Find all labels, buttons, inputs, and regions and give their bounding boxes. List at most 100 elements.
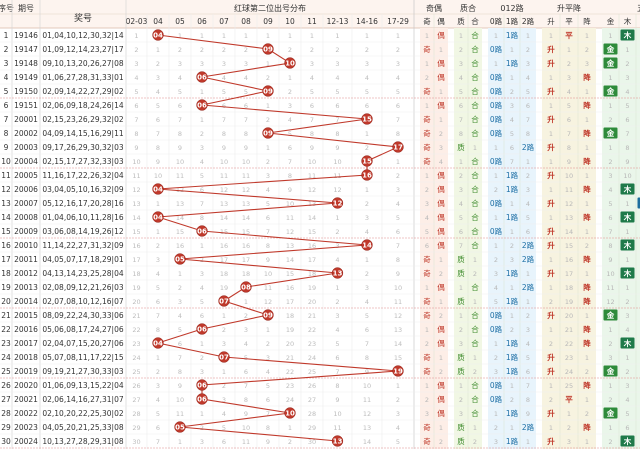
- number-ball-label: 06: [197, 326, 207, 334]
- omission-value: 1: [200, 242, 204, 250]
- omission-value: 3: [439, 144, 443, 152]
- omission-value: 17: [286, 298, 294, 306]
- omission-value: 9: [526, 410, 530, 418]
- number-ball: [262, 127, 274, 139]
- omission-value: 18: [242, 270, 250, 278]
- omission-value: 2: [134, 46, 138, 54]
- group-hit-label: 合: [471, 184, 479, 194]
- omission-value: 3: [494, 438, 498, 446]
- omission-value: 4: [567, 88, 571, 96]
- omission-value: 12: [220, 186, 228, 194]
- number-ball: [152, 337, 164, 349]
- omission-value: 7: [567, 130, 571, 138]
- omission-value: 3: [244, 60, 248, 68]
- omission-value: 2: [425, 396, 429, 404]
- omission-value: 14: [220, 214, 228, 222]
- row-issue: 20014: [14, 297, 38, 306]
- omission-value: 10: [132, 158, 140, 166]
- omission-value: 5: [244, 88, 248, 96]
- omission-value: 5: [459, 214, 463, 222]
- element-badge: [603, 85, 618, 97]
- number-ball: [240, 281, 252, 293]
- omission-value: 9: [266, 438, 270, 446]
- range-header-7: 10: [285, 17, 295, 26]
- omission-value: 8: [200, 214, 204, 222]
- group-hit-label: 偶: [437, 72, 445, 82]
- group-hit-label: 0路: [490, 156, 503, 166]
- omission-value: 22: [286, 368, 294, 376]
- omission-value: 14: [176, 214, 184, 222]
- omission-value: 7: [510, 158, 514, 166]
- omission-value: 10: [242, 424, 250, 432]
- row-seq: 16: [1, 241, 11, 250]
- row-numbers: 05,12,16,17,20,28|16: [42, 199, 123, 208]
- row-numbers: 01,06,09,13,15,22|04: [42, 381, 123, 390]
- omission-value: 1: [473, 256, 477, 264]
- omission-value: 4: [222, 410, 226, 418]
- omission-value: 2: [425, 186, 429, 194]
- omission-value: 3: [526, 186, 530, 194]
- omission-value: 4: [222, 74, 226, 82]
- trend-label: 升: [547, 86, 555, 96]
- omission-value: 2: [494, 186, 498, 194]
- omission-value: 5: [526, 354, 530, 362]
- group-hit-label: 奇: [423, 114, 431, 124]
- group-hit-label: 合: [471, 240, 479, 250]
- omission-value: 12: [264, 298, 272, 306]
- omission-value: 9: [625, 158, 629, 166]
- number-ball-label: 08: [241, 284, 251, 292]
- row-numbers: 03,04,05,10,16,32|09: [42, 185, 123, 194]
- omission-value: 2: [288, 88, 292, 96]
- omission-value: 6: [526, 368, 530, 376]
- omission-value: 2: [439, 130, 443, 138]
- row-seq: 24: [1, 353, 11, 362]
- omission-value: 29: [308, 424, 316, 432]
- group-hit-label: 合: [471, 114, 479, 124]
- group-hit-label: 奇: [423, 268, 431, 278]
- omission-value: 8: [608, 242, 612, 250]
- omission-value: 8: [567, 144, 571, 152]
- number-ball: [361, 169, 373, 181]
- group-hit-label: 合: [471, 100, 479, 110]
- omission-value: 1: [585, 172, 589, 180]
- omission-value: 9: [178, 382, 182, 390]
- omission-value: 5: [494, 298, 498, 306]
- group-hit-label: 0路: [490, 226, 503, 236]
- omission-value: 3: [156, 382, 160, 390]
- omission-value: 1: [459, 158, 463, 166]
- omission-value: 15: [176, 228, 184, 236]
- row-numbers: 02,09,14,22,27,29|02: [42, 87, 123, 96]
- group-hit-label: 合: [471, 58, 479, 68]
- row-issue: 20007: [14, 199, 38, 208]
- omission-value: 1: [200, 116, 204, 124]
- element-badge: [620, 267, 635, 279]
- number-ball-label: 06: [197, 74, 207, 82]
- group-hit-label: 0路: [490, 198, 503, 208]
- omission-value: 1: [608, 424, 612, 432]
- omission-value: 1: [625, 256, 629, 264]
- omission-value: 20: [132, 298, 140, 306]
- omission-value: 3: [222, 60, 226, 68]
- group-hit-label: 1路: [506, 58, 519, 68]
- omission-value: 2: [425, 74, 429, 82]
- row-issue: 20017: [14, 339, 38, 348]
- row-numbers: 02,08,09,12,21,26|03: [42, 283, 123, 292]
- group-hit-label: 2路: [522, 240, 535, 250]
- trend-label: 降: [583, 282, 591, 292]
- omission-value: 2: [567, 424, 571, 432]
- row-seq: 15: [1, 227, 11, 236]
- number-ball: [262, 309, 274, 321]
- row-numbers: 02,10,20,22,25,30|02: [42, 409, 123, 418]
- omission-value: 3: [396, 186, 400, 194]
- omission-value: 9: [222, 144, 226, 152]
- omission-value: 8: [288, 172, 292, 180]
- omission-value: 2: [425, 340, 429, 348]
- row-numbers: 09,17,26,29,30,32|03: [42, 143, 123, 152]
- omission-value: 12: [308, 186, 316, 194]
- omission-value: 1: [625, 228, 629, 236]
- omission-value: 2: [608, 158, 612, 166]
- omission-value: 6: [510, 144, 514, 152]
- omission-value: 23: [286, 382, 294, 390]
- omission-value: 3: [365, 60, 369, 68]
- omission-value: 5: [156, 284, 160, 292]
